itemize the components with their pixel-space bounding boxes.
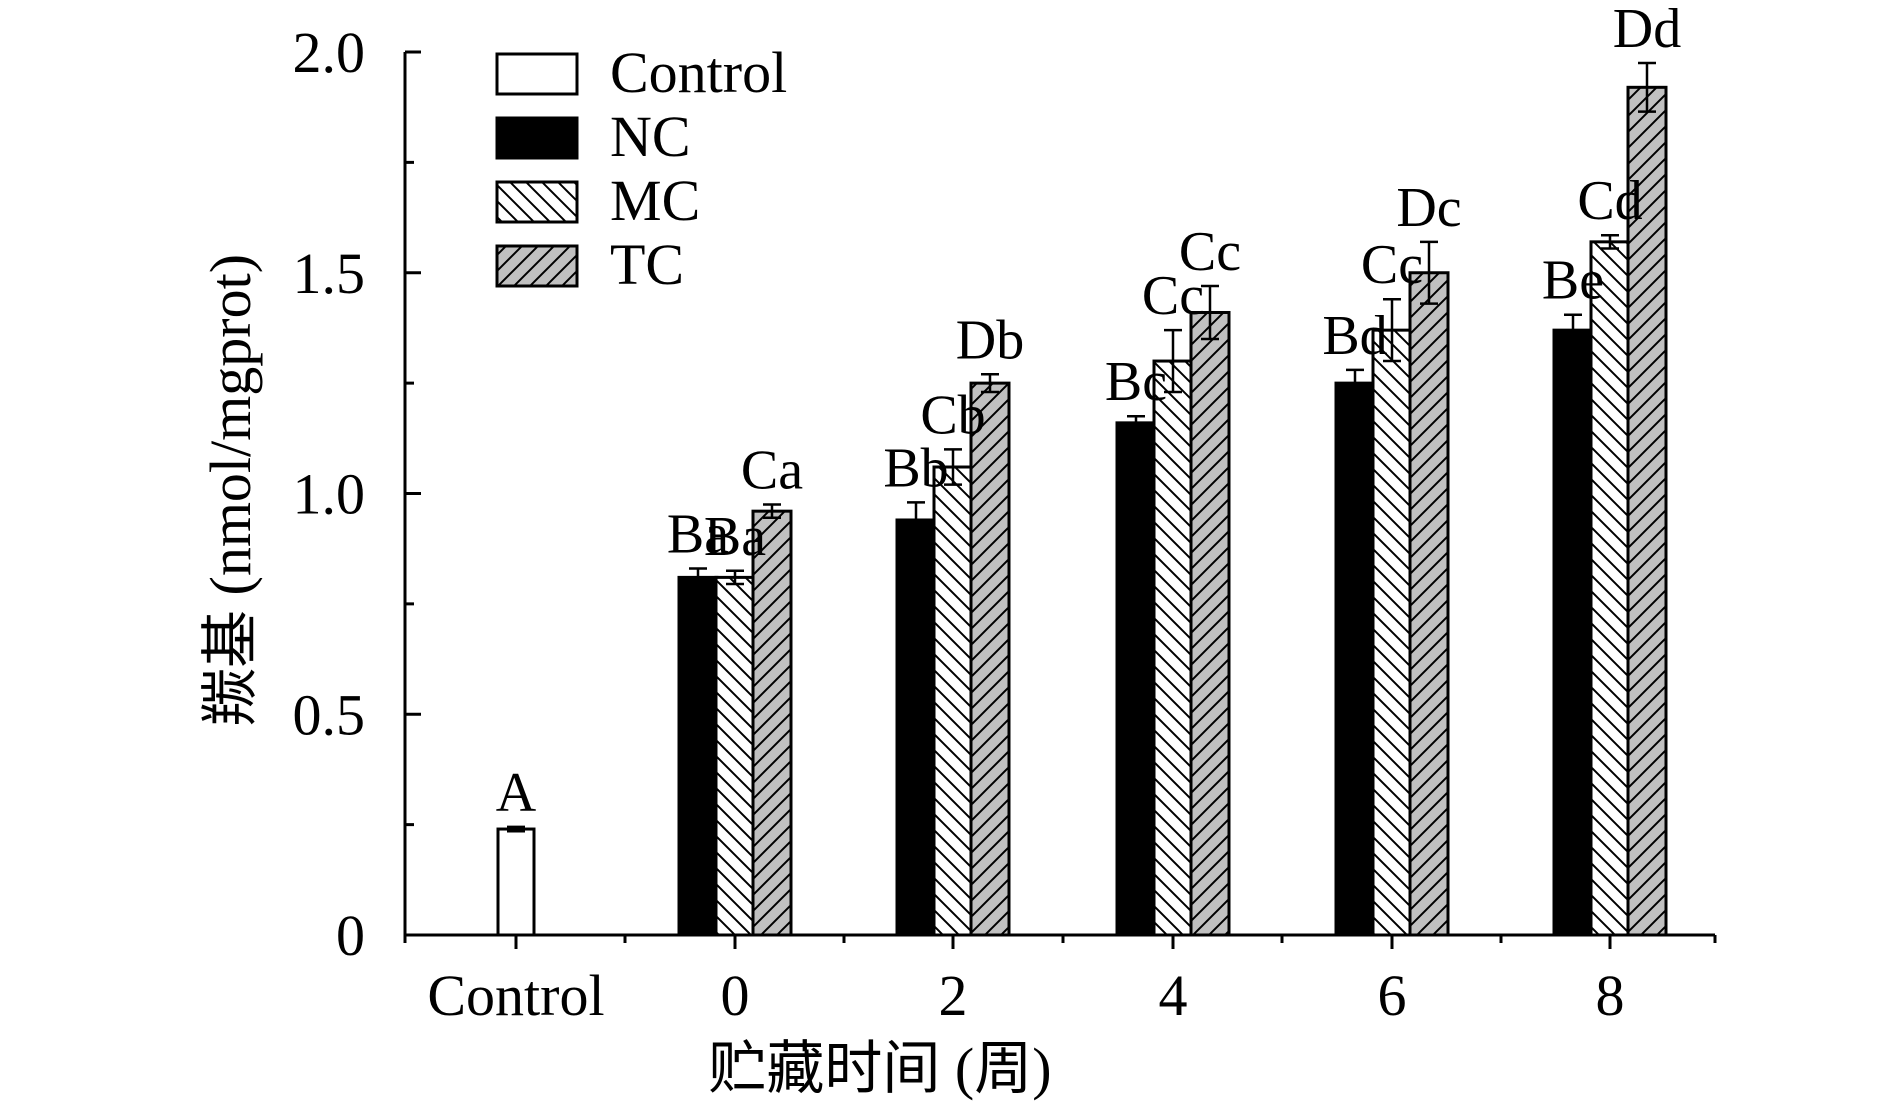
x-tick-label: 8	[1596, 963, 1625, 1028]
legend-label-mc: MC	[610, 168, 700, 233]
bar-tc-2	[969, 381, 1011, 937]
significance-label: Bc	[1105, 351, 1167, 413]
significance-label: Dc	[1396, 177, 1461, 239]
significance-label: Cd	[1577, 170, 1642, 232]
bar-nc-4	[1115, 421, 1157, 937]
bar-tc-0	[751, 509, 793, 937]
significance-label: A	[496, 762, 537, 824]
bar-control-Control	[496, 827, 536, 937]
bar-mc-0	[714, 575, 756, 937]
legend-label-nc: NC	[610, 104, 691, 169]
bar-nc-2	[895, 518, 937, 937]
legend-swatch-tc	[495, 244, 579, 288]
bar-nc-8	[1552, 328, 1594, 937]
y-tick-label: 1.0	[293, 462, 366, 527]
significance-label: Ba	[667, 504, 729, 566]
significance-label: Cc	[1361, 234, 1423, 296]
legend-swatch-nc	[495, 116, 579, 160]
bar-tc-4	[1189, 310, 1231, 937]
bar-mc-4	[1152, 359, 1194, 937]
y-tick-label: 2.0	[293, 20, 366, 85]
x-axis-title: 贮藏时间 (周)	[708, 1036, 1051, 1101]
x-tick-label: 4	[1159, 963, 1188, 1028]
bar-nc-0	[677, 575, 719, 937]
significance-label: Ca	[741, 440, 803, 502]
y-tick-label: 1.5	[293, 241, 366, 306]
x-tick-label: 2	[939, 963, 968, 1028]
y-axis-title: 羰基 (nmol/mgprot)	[198, 254, 263, 726]
legend-label-control: Control	[610, 40, 787, 105]
significance-label: Dd	[1613, 0, 1681, 60]
significance-label: Cc	[1179, 221, 1241, 283]
bar-mc-2	[932, 465, 974, 937]
x-tick-label: 0	[721, 963, 750, 1028]
y-tick-label: 0.5	[293, 682, 366, 747]
bar-mc-8	[1589, 240, 1631, 937]
significance-label: Cb	[920, 384, 985, 446]
bar-tc-6	[1408, 271, 1450, 937]
legend-swatch-mc	[495, 180, 579, 224]
x-tick-label: Control	[427, 963, 604, 1028]
bar-tc-8	[1626, 85, 1668, 937]
legend-label-tc: TC	[610, 232, 684, 297]
significance-label: Bd	[1322, 305, 1387, 367]
significance-label: Db	[956, 309, 1024, 371]
significance-label: Cc	[1142, 265, 1204, 327]
y-tick-label: 0	[336, 903, 365, 968]
significance-label: Bb	[883, 437, 948, 499]
bar-mc-6	[1371, 328, 1413, 937]
significance-label: Be	[1542, 250, 1604, 312]
x-tick-label: 6	[1378, 963, 1407, 1028]
significance-label: Ba	[704, 506, 766, 568]
legend-swatch-control	[495, 52, 579, 96]
bar-nc-6	[1334, 381, 1376, 937]
